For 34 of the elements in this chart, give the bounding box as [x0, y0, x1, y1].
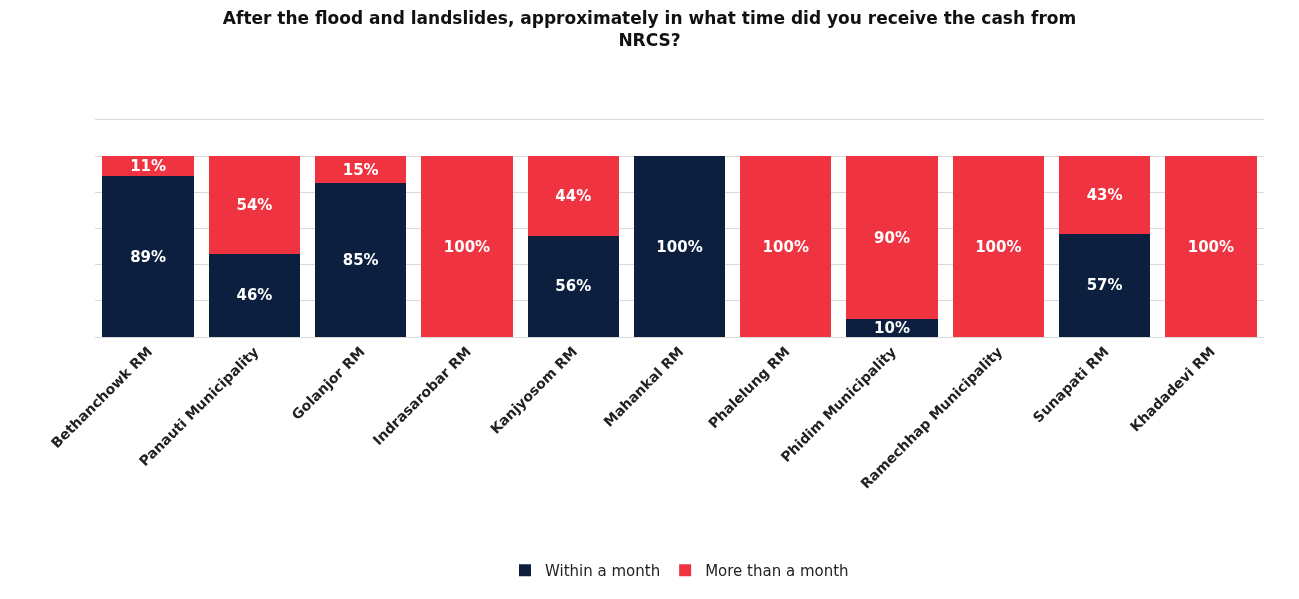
data-label: 100%	[443, 237, 491, 256]
data-label: 56%	[555, 277, 592, 296]
data-label: 100%	[1187, 237, 1235, 256]
data-label: 15%	[342, 160, 379, 179]
bar	[740, 156, 832, 337]
bar	[1058, 156, 1151, 234]
bar	[1165, 156, 1257, 337]
data-label: 100%	[975, 237, 1022, 256]
data-label: 54%	[236, 195, 273, 214]
bar	[527, 235, 619, 337]
bar	[314, 183, 407, 337]
data-label: 100%	[762, 237, 809, 256]
data-label: 90%	[874, 228, 910, 247]
data-label: 44%	[555, 186, 592, 205]
data-label: 89%	[130, 247, 167, 266]
data-label: 46%	[236, 286, 273, 305]
data-label: 100%	[656, 237, 703, 256]
legend-label: More than a month	[705, 562, 849, 581]
data-label: 10%	[874, 318, 910, 337]
data-label: 43%	[1086, 186, 1123, 205]
bar	[527, 156, 619, 236]
data-label: 85%	[342, 251, 379, 270]
legend-label: Within a month	[545, 562, 661, 581]
bar	[208, 253, 301, 337]
bar	[102, 176, 194, 337]
data-label: 57%	[1086, 276, 1123, 295]
bar	[952, 156, 1045, 337]
bar	[1058, 233, 1151, 337]
data-label: 11%	[130, 157, 167, 176]
bar	[633, 156, 726, 337]
bar	[208, 156, 301, 254]
bar	[421, 156, 513, 337]
bar	[846, 156, 938, 319]
chart-title: After the flood and landslides, approximately in what time did you receive the cash from NRCS?	[222, 7, 1077, 51]
